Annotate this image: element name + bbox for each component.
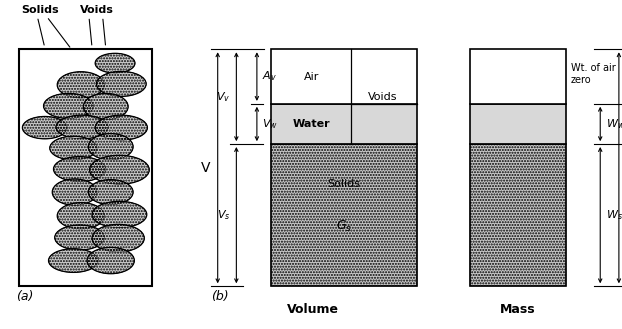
Ellipse shape <box>57 72 104 98</box>
Ellipse shape <box>57 203 104 229</box>
Bar <box>271 144 417 286</box>
Text: $V_v$: $V_v$ <box>216 90 230 104</box>
Ellipse shape <box>53 157 106 182</box>
Text: (a): (a) <box>16 290 33 303</box>
Ellipse shape <box>96 71 146 96</box>
Ellipse shape <box>52 179 97 205</box>
Ellipse shape <box>55 225 104 250</box>
Bar <box>470 104 566 144</box>
Ellipse shape <box>92 201 147 228</box>
Ellipse shape <box>92 224 144 252</box>
Bar <box>470 49 566 104</box>
Ellipse shape <box>56 115 108 139</box>
Text: Solids: Solids <box>327 179 360 189</box>
Ellipse shape <box>90 155 149 184</box>
Ellipse shape <box>88 180 133 205</box>
Text: Volume: Volume <box>287 303 338 316</box>
Text: $A_v$: $A_v$ <box>262 70 277 84</box>
Ellipse shape <box>50 136 97 160</box>
Text: $V_s$: $V_s$ <box>216 208 230 222</box>
Ellipse shape <box>22 116 67 139</box>
Text: (b): (b) <box>211 290 229 303</box>
Ellipse shape <box>44 93 93 118</box>
Bar <box>271 144 417 286</box>
Text: Voids: Voids <box>368 92 398 102</box>
Bar <box>470 144 566 286</box>
Ellipse shape <box>95 53 135 73</box>
Bar <box>19 49 152 286</box>
Ellipse shape <box>49 249 98 272</box>
Ellipse shape <box>83 93 128 120</box>
Text: Mass: Mass <box>500 303 536 316</box>
Text: Solids: Solids <box>22 5 59 15</box>
Text: V: V <box>201 161 210 175</box>
Text: $G_s$: $G_s$ <box>336 219 351 234</box>
Bar <box>271 104 417 144</box>
Bar <box>271 49 417 104</box>
Text: Wt. of air
zero: Wt. of air zero <box>571 63 616 85</box>
Text: Voids: Voids <box>80 5 113 15</box>
Text: $W_w$: $W_w$ <box>606 117 622 131</box>
Ellipse shape <box>87 247 134 274</box>
Text: Water: Water <box>293 119 330 129</box>
Text: $V_w$: $V_w$ <box>262 117 278 131</box>
Ellipse shape <box>88 134 133 160</box>
Text: $W_s$: $W_s$ <box>606 208 622 222</box>
Ellipse shape <box>95 115 147 140</box>
Text: Air: Air <box>304 72 319 82</box>
Bar <box>470 144 566 286</box>
